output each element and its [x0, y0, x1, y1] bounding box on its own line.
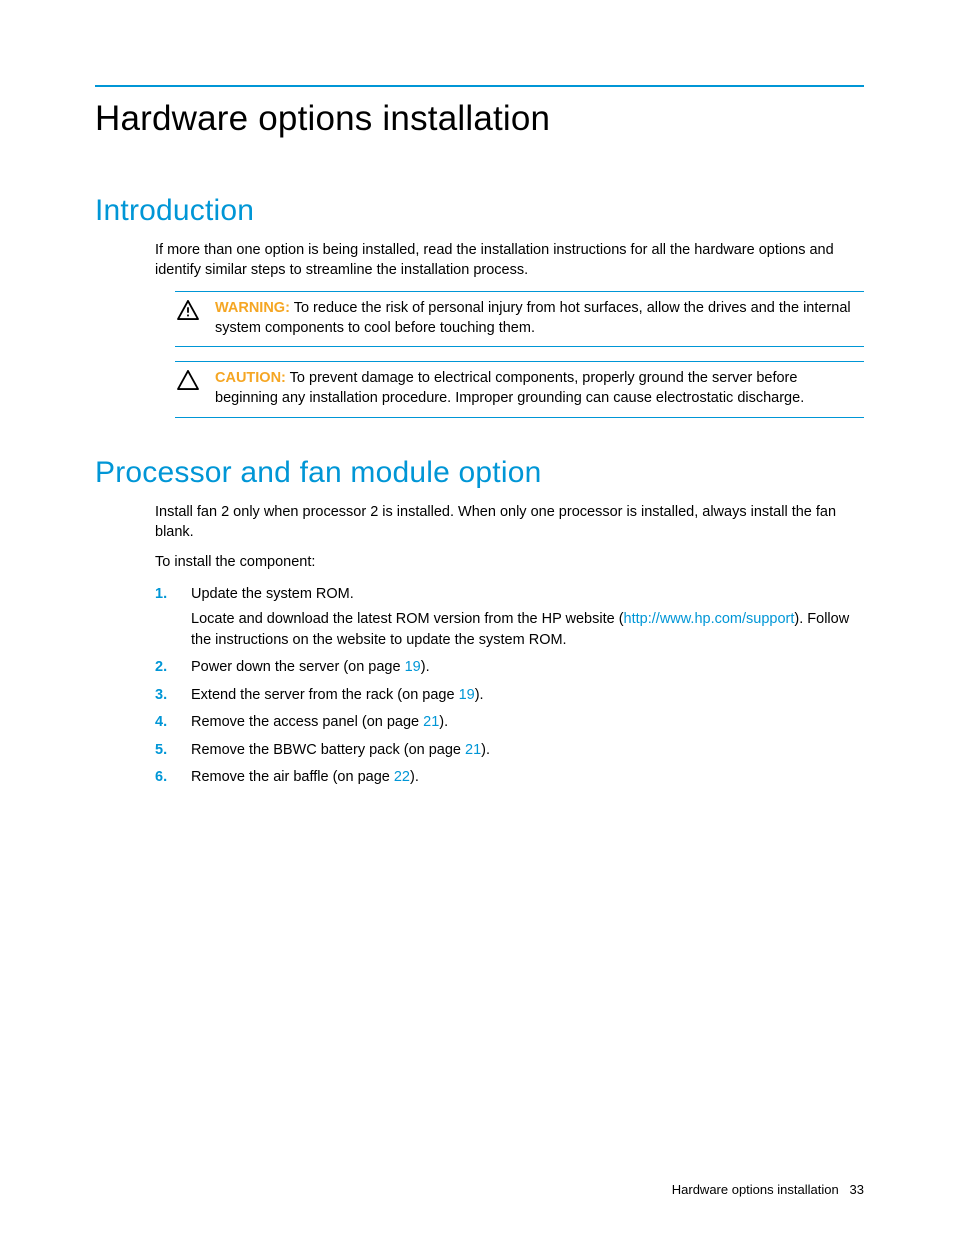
step-3-post: ).: [475, 687, 484, 703]
caution-text: To prevent damage to electrical componen…: [215, 370, 804, 406]
step-5: 5. Remove the BBWC battery pack (on page…: [155, 739, 864, 761]
step-1-subtext: Locate and download the latest ROM versi…: [191, 609, 864, 651]
step-5-post: ).: [481, 742, 490, 758]
step-6-pre: Remove the air baffle (on page: [191, 769, 394, 785]
proc-paragraph-1: Install fan 2 only when processor 2 is i…: [155, 502, 864, 543]
step-number: 5.: [155, 739, 173, 761]
step-5-pre: Remove the BBWC battery pack (on page: [191, 742, 465, 758]
step-6: 6. Remove the air baffle (on page 22).: [155, 766, 864, 788]
step-1b-pre: Locate and download the latest ROM versi…: [191, 611, 624, 627]
caution-text-block: CAUTION: To prevent damage to electrical…: [215, 368, 864, 409]
step-body: Remove the air baffle (on page 22).: [191, 766, 864, 788]
step-2: 2. Power down the server (on page 19).: [155, 656, 864, 678]
step-number: 2.: [155, 656, 173, 678]
warning-text-block: WARNING: To reduce the risk of personal …: [215, 298, 864, 339]
page-ref-link[interactable]: 19: [459, 687, 475, 703]
caution-icon: [175, 368, 201, 409]
step-number: 3.: [155, 684, 173, 706]
step-1-text: Update the system ROM.: [191, 586, 354, 602]
step-number: 4.: [155, 711, 173, 733]
warning-icon: [175, 298, 201, 339]
warning-text: To reduce the risk of personal injury fr…: [215, 300, 851, 336]
page-ref-link[interactable]: 21: [465, 742, 481, 758]
step-2-pre: Power down the server (on page: [191, 659, 405, 675]
step-6-post: ).: [410, 769, 419, 785]
step-body: Update the system ROM. Locate and downlo…: [191, 583, 864, 652]
step-4-pre: Remove the access panel (on page: [191, 714, 423, 730]
section-heading-processor: Processor and fan module option: [95, 456, 864, 490]
footer-title: Hardware options installation: [672, 1182, 839, 1197]
page-footer: Hardware options installation 33: [672, 1182, 864, 1197]
step-body: Remove the access panel (on page 21).: [191, 711, 864, 733]
intro-paragraph: If more than one option is being install…: [155, 240, 864, 281]
page-container: Hardware options installation Introducti…: [0, 0, 954, 844]
step-body: Remove the BBWC battery pack (on page 21…: [191, 739, 864, 761]
caution-label: CAUTION:: [215, 370, 286, 386]
chapter-title: Hardware options installation: [95, 99, 864, 139]
chapter-top-rule: [95, 85, 864, 87]
proc-paragraph-2: To install the component:: [155, 552, 864, 572]
page-ref-link[interactable]: 21: [423, 714, 439, 730]
warning-label: WARNING:: [215, 300, 290, 316]
hp-support-link[interactable]: http://www.hp.com/support: [624, 611, 795, 627]
step-body: Power down the server (on page 19).: [191, 656, 864, 678]
step-number: 6.: [155, 766, 173, 788]
step-2-post: ).: [421, 659, 430, 675]
introduction-body: If more than one option is being install…: [155, 240, 864, 418]
step-body: Extend the server from the rack (on page…: [191, 684, 864, 706]
footer-page-number: 33: [850, 1182, 864, 1197]
page-ref-link[interactable]: 22: [394, 769, 410, 785]
step-3-pre: Extend the server from the rack (on page: [191, 687, 459, 703]
page-ref-link[interactable]: 19: [405, 659, 421, 675]
step-number: 1.: [155, 583, 173, 652]
step-4-post: ).: [439, 714, 448, 730]
processor-body: Install fan 2 only when processor 2 is i…: [155, 502, 864, 789]
step-1: 1. Update the system ROM. Locate and dow…: [155, 583, 864, 652]
step-3: 3. Extend the server from the rack (on p…: [155, 684, 864, 706]
warning-admonition: WARNING: To reduce the risk of personal …: [175, 291, 864, 348]
caution-admonition: CAUTION: To prevent damage to electrical…: [175, 361, 864, 418]
step-4: 4. Remove the access panel (on page 21).: [155, 711, 864, 733]
install-steps-list: 1. Update the system ROM. Locate and dow…: [155, 583, 864, 789]
section-heading-introduction: Introduction: [95, 194, 864, 228]
